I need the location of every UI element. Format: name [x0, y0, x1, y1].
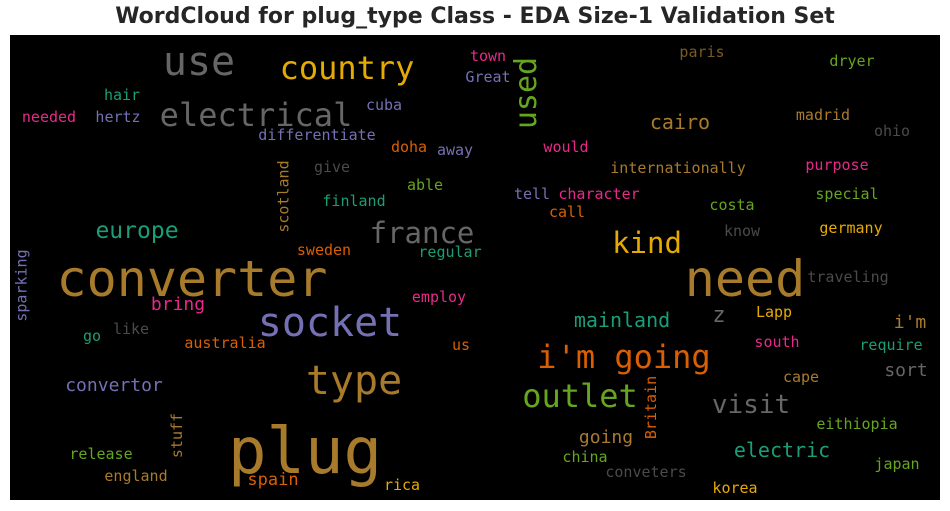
word-sort: sort — [884, 360, 928, 381]
word-japan: japan — [874, 454, 920, 473]
word-convertor: convertor — [65, 375, 163, 396]
word-europe: europe — [95, 217, 179, 244]
word-differentiate: differentiate — [258, 125, 376, 144]
word-country: country — [279, 49, 415, 87]
word-australia: australia — [184, 333, 266, 352]
word-i-m-going: i'm going — [537, 338, 711, 376]
word-traveling: traveling — [807, 267, 889, 286]
word-character: character — [558, 184, 640, 203]
word-go: go — [82, 326, 102, 345]
word-china: china — [562, 447, 608, 466]
word-special: special — [815, 184, 879, 203]
word-electrical: electrical — [159, 96, 353, 134]
word-needed: needed — [21, 107, 77, 126]
word-purpose: purpose — [805, 155, 869, 174]
word-able: able — [406, 175, 444, 194]
word-away: away — [436, 140, 474, 159]
word-bring: bring — [150, 294, 206, 315]
word-cairo: cairo — [649, 110, 711, 134]
word-call: call — [548, 202, 586, 221]
word-release: release — [69, 444, 133, 463]
word-hair: hair — [103, 85, 141, 104]
word-outlet: outlet — [522, 377, 638, 415]
word-eithiopia: eithiopia — [816, 414, 898, 433]
word-hertz: hertz — [95, 107, 141, 126]
word-like: like — [112, 319, 150, 338]
word-electric: electric — [733, 438, 831, 462]
word-dryer: dryer — [829, 51, 875, 70]
word-tell: tell — [513, 184, 551, 203]
word-lapp: Lapp — [755, 302, 793, 321]
word-visit: visit — [711, 390, 791, 420]
word-costa: costa — [709, 195, 755, 214]
word-used: used — [509, 56, 544, 130]
word-great: Great — [465, 67, 511, 86]
word-madrid: madrid — [795, 105, 851, 124]
word-conveters: conveters — [605, 462, 687, 481]
word-finland: finland — [322, 191, 386, 210]
word-korea: korea — [712, 478, 758, 497]
word-scotland: scotland — [274, 159, 293, 233]
word-rica: rica — [383, 475, 421, 494]
word-mainland: mainland — [573, 308, 671, 332]
word-plug: plug — [227, 415, 383, 489]
word-give: give — [313, 157, 351, 176]
word-would: would — [543, 137, 589, 156]
word-stuff: stuff — [168, 412, 187, 458]
word-internationally: internationally — [610, 158, 746, 177]
word-britain: Britain — [642, 375, 661, 439]
word-france: france — [369, 215, 475, 250]
word-type: type — [305, 358, 403, 404]
word-z: z — [712, 303, 726, 328]
word-england: england — [104, 466, 168, 485]
word-regular: regular — [418, 242, 482, 261]
word-south: south — [754, 332, 800, 351]
word-know: know — [723, 221, 761, 240]
word-ohio: ohio — [873, 121, 911, 140]
wordcloud-canvas: plug converter need socket type use electrical… — [10, 35, 940, 500]
word-require: require — [859, 335, 923, 354]
word-going: going — [578, 427, 634, 448]
word-use: use — [162, 39, 236, 85]
word-doha: doha — [390, 137, 428, 156]
word-sweden: sweden — [296, 240, 352, 259]
word-converter: converter — [56, 250, 328, 308]
word-cape: cape — [782, 367, 820, 386]
word-socket: socket — [257, 300, 403, 346]
word-town: town — [469, 46, 507, 65]
word-i-m: i'm — [893, 312, 927, 333]
word-germany: germany — [819, 218, 883, 237]
chart-title: WordCloud for plug_type Class - EDA Size… — [115, 4, 835, 29]
word-employ: employ — [411, 287, 467, 306]
word-paris: paris — [679, 42, 725, 61]
word-cuba: cuba — [365, 95, 403, 114]
word-spain: spain — [247, 469, 299, 490]
word-us: us — [451, 335, 471, 354]
word-need: need — [684, 250, 806, 308]
word-sparking: sparking — [12, 248, 31, 322]
word-kind: kind — [612, 225, 682, 260]
